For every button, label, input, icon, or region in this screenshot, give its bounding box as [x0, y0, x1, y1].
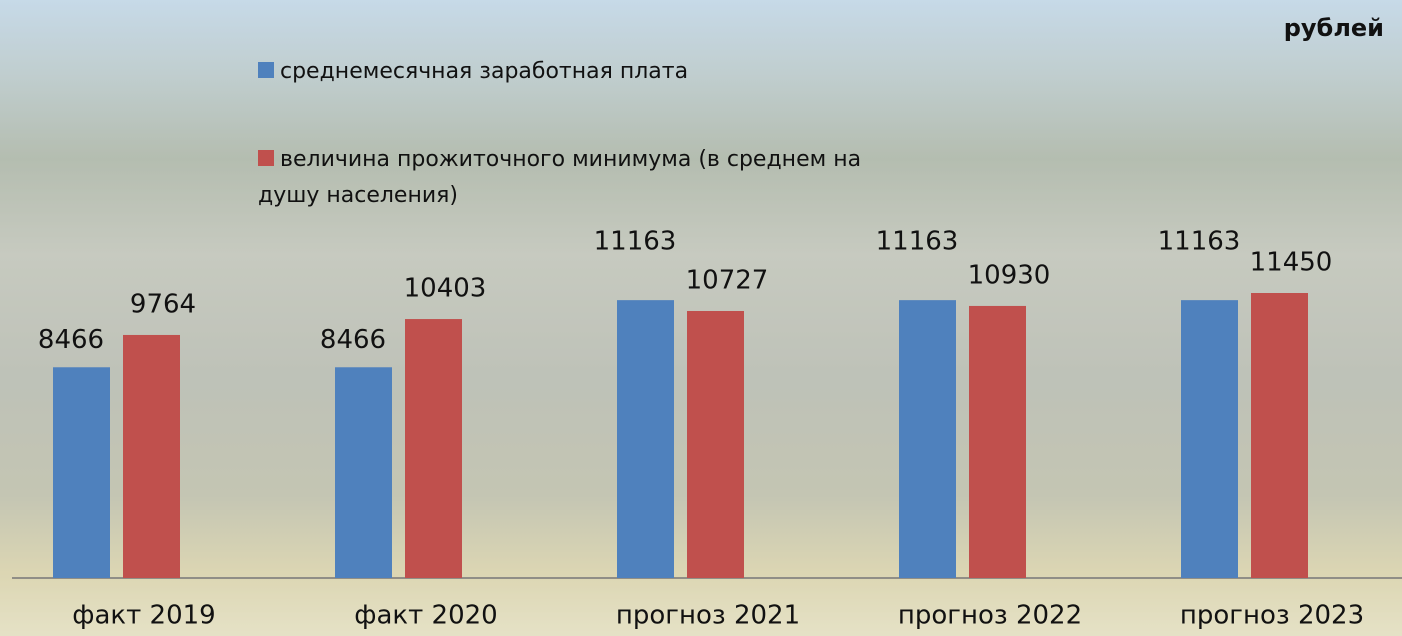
- bar: [335, 367, 392, 578]
- data-label: 10930: [968, 260, 1051, 290]
- bar: [617, 300, 674, 578]
- bar: [53, 367, 110, 578]
- data-label: 10403: [404, 274, 487, 304]
- x-tick-label: прогноз 2023: [1180, 601, 1364, 631]
- data-label: 11450: [1250, 248, 1333, 278]
- bar: [123, 335, 180, 578]
- x-tick-label: факт 2020: [354, 601, 497, 631]
- x-tick-label: факт 2019: [72, 601, 215, 631]
- bar: [1181, 300, 1238, 578]
- bar: [687, 311, 744, 578]
- data-label: 11163: [1158, 227, 1241, 257]
- data-label: 8466: [320, 325, 386, 355]
- data-label: 9764: [130, 289, 196, 319]
- x-tick-label: прогноз 2022: [898, 601, 1082, 631]
- bar: [1251, 293, 1308, 578]
- chart: рублей среднемесячная заработная плата в…: [0, 0, 1402, 636]
- bar: [899, 300, 956, 578]
- data-label: 10727: [686, 265, 769, 295]
- bar: [405, 319, 462, 578]
- data-label: 11163: [876, 227, 959, 257]
- bar: [969, 306, 1026, 578]
- x-tick-label: прогноз 2021: [616, 601, 800, 631]
- plot: факт 2019 8466 9764 факт 2020 8466 10403 прогн…: [0, 0, 1402, 636]
- data-label: 11163: [594, 227, 677, 257]
- data-label: 8466: [38, 325, 104, 355]
